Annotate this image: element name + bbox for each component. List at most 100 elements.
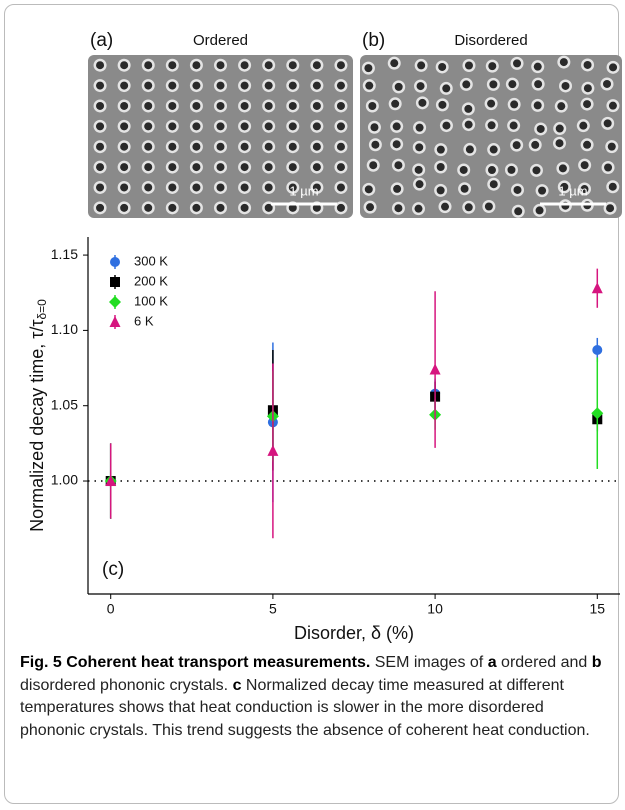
- pore: [438, 62, 447, 71]
- pore: [414, 204, 423, 213]
- pore: [240, 163, 249, 172]
- pore: [392, 122, 401, 131]
- pore: [288, 81, 297, 90]
- pore: [120, 183, 129, 192]
- pore: [489, 180, 498, 189]
- pore: [489, 80, 498, 89]
- legend-marker: [109, 296, 121, 308]
- pore: [192, 142, 201, 151]
- pore: [264, 101, 273, 110]
- y-tick-label: 1.15: [51, 246, 78, 262]
- pore: [240, 203, 249, 212]
- data-point: [591, 407, 604, 420]
- pore: [312, 142, 321, 151]
- pore: [438, 100, 447, 109]
- pore: [96, 163, 105, 172]
- pore: [240, 61, 249, 70]
- pore: [264, 203, 273, 212]
- pore: [168, 163, 177, 172]
- legend-marker: [110, 277, 120, 287]
- pore: [464, 120, 473, 129]
- pore: [415, 180, 424, 189]
- pore: [120, 163, 129, 172]
- pore: [336, 122, 345, 131]
- y-tick-label: 1.00: [51, 472, 78, 488]
- pore: [288, 142, 297, 151]
- y-tick-label: 1.10: [51, 321, 78, 337]
- pore: [465, 145, 474, 154]
- data-point: [429, 363, 441, 375]
- caption-text: Normalized decay time measured at differ…: [20, 676, 590, 739]
- pore: [442, 121, 451, 130]
- legend-marker: [110, 257, 120, 267]
- pore: [168, 101, 177, 110]
- pore: [264, 142, 273, 151]
- pore: [192, 61, 201, 70]
- caption-bold: c: [232, 676, 242, 694]
- scale-bar-label: 1 µm: [289, 183, 318, 198]
- pore: [462, 80, 471, 89]
- pore: [192, 163, 201, 172]
- pore: [603, 79, 612, 88]
- pore: [512, 141, 521, 150]
- pore: [513, 59, 522, 68]
- pore: [312, 183, 321, 192]
- pore: [288, 101, 297, 110]
- panel-title: Disordered: [454, 32, 527, 49]
- pore: [392, 140, 401, 149]
- pore: [533, 101, 542, 110]
- caption-text: ordered and: [496, 654, 592, 671]
- pore: [312, 203, 321, 212]
- pore: [365, 81, 374, 90]
- panel-label: (b): [362, 30, 385, 51]
- pore: [436, 162, 445, 171]
- pore: [370, 123, 379, 132]
- panel-label: (a): [90, 30, 113, 51]
- pore: [561, 81, 570, 90]
- pore: [240, 122, 249, 131]
- pore: [464, 61, 473, 70]
- pore: [441, 202, 450, 211]
- pore: [168, 81, 177, 90]
- pore: [120, 101, 129, 110]
- pore: [168, 203, 177, 212]
- pore: [608, 101, 617, 110]
- pore: [144, 61, 153, 70]
- pore: [390, 59, 399, 68]
- pore: [96, 122, 105, 131]
- pore: [487, 166, 496, 175]
- pore: [336, 183, 345, 192]
- caption-bold: Fig. 5 Coherent heat transport measureme…: [20, 654, 371, 671]
- pore: [240, 142, 249, 151]
- pore: [336, 61, 345, 70]
- pore: [509, 121, 518, 130]
- pore: [508, 80, 517, 89]
- panel-title: Ordered: [193, 32, 248, 49]
- pore: [559, 58, 568, 67]
- pore: [366, 203, 375, 212]
- pore: [609, 63, 618, 72]
- pore: [216, 142, 225, 151]
- caption: Fig. 5 Coherent heat transport measureme…: [20, 652, 610, 742]
- pore: [192, 122, 201, 131]
- y-axis-title-main: Normalized decay time, τ/τ: [27, 320, 47, 532]
- pore: [417, 61, 426, 70]
- pore: [364, 64, 373, 73]
- pore: [144, 183, 153, 192]
- pore: [369, 161, 378, 170]
- pore: [288, 163, 297, 172]
- pore: [216, 122, 225, 131]
- data-point: [105, 475, 117, 487]
- caption-bold: b: [591, 654, 602, 671]
- pore: [488, 62, 497, 71]
- pore: [336, 163, 345, 172]
- figure: (a) Ordered 1 µm (b) Disordered 1 µm 1.00 1.05 1…: [27, 30, 622, 643]
- pore: [487, 121, 496, 130]
- pore: [534, 80, 543, 89]
- pore: [533, 62, 542, 71]
- pore: [583, 140, 592, 149]
- pore: [216, 81, 225, 90]
- pore: [391, 99, 400, 108]
- pore: [96, 61, 105, 70]
- legend-label: 100 K: [134, 293, 168, 308]
